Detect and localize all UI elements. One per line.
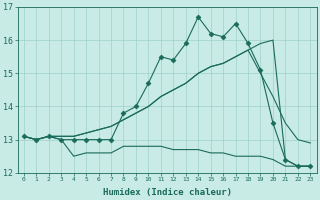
X-axis label: Humidex (Indice chaleur): Humidex (Indice chaleur) bbox=[103, 188, 232, 197]
